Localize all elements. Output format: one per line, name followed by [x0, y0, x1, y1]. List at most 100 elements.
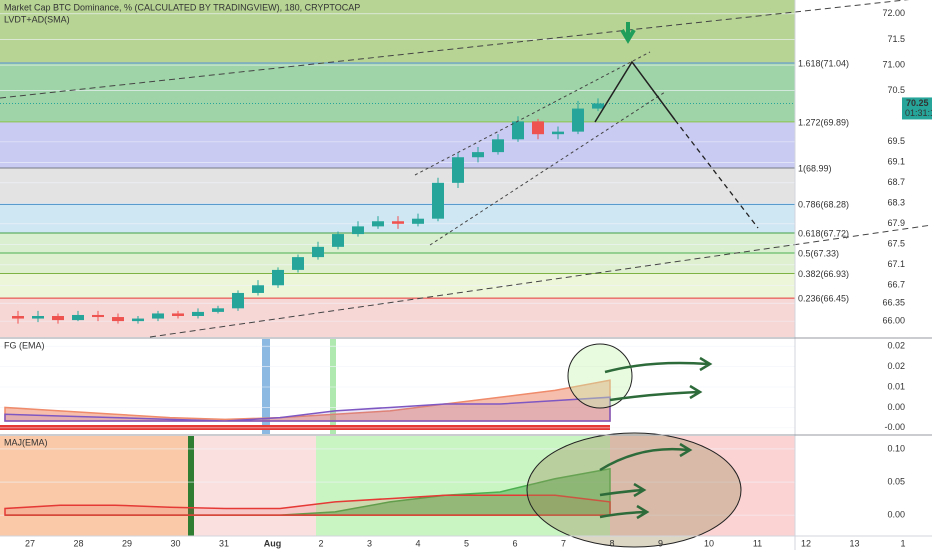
y-tick-label: -0.00 — [884, 422, 905, 432]
x-tick-label: 8 — [609, 538, 614, 548]
x-tick-label: 5 — [464, 538, 469, 548]
x-tick-label: 30 — [170, 538, 180, 548]
channel — [414, 51, 651, 176]
y-tick-label: 66.35 — [882, 298, 905, 308]
x-tick-label: 13 — [849, 538, 859, 548]
candle-body — [352, 226, 364, 235]
arrow-path — [594, 60, 676, 123]
chart-title: Market Cap BTC Dominance, % (CALCULATED … — [4, 2, 360, 12]
y-tick-label: 0.02 — [887, 361, 905, 371]
candle-body — [532, 121, 544, 135]
candle-body — [212, 308, 224, 312]
band — [0, 425, 610, 430]
y-tick-label: 0.10 — [887, 443, 905, 453]
candle-body — [192, 311, 204, 317]
price-tag — [902, 97, 932, 120]
fib-label: 0.382(66.93) — [798, 269, 849, 279]
candle-body — [372, 221, 384, 227]
fib-band — [0, 298, 795, 337]
fib-band — [0, 233, 795, 254]
x-tick-label: 7 — [561, 538, 566, 548]
trend-line — [0, 11, 796, 99]
y-tick-label: 66.7 — [887, 280, 905, 290]
fib-label: 1(68.99) — [798, 163, 832, 173]
y-tick-label: 72.00 — [882, 8, 905, 18]
zone — [0, 436, 192, 536]
y-tick-label: 71.00 — [882, 59, 905, 69]
y-tick-label: 66.00 — [882, 315, 905, 325]
fib-band — [0, 253, 795, 274]
y-tick-label: 67.1 — [887, 259, 905, 269]
fib-band — [0, 0, 795, 63]
fib-band — [0, 121, 795, 168]
x-tick-label: 6 — [512, 538, 517, 548]
indicator-label: LVDT+AD(SMA) — [4, 14, 70, 24]
fg-panel — [0, 339, 795, 434]
x-tick-label: 12 — [801, 538, 811, 548]
candle-body — [432, 182, 444, 219]
fib-label: 0.5(67.33) — [798, 248, 839, 258]
candle-body — [152, 313, 164, 319]
y-tick-label: 69.5 — [887, 136, 905, 146]
candle-body — [272, 269, 284, 286]
x-tick-label: 28 — [73, 538, 83, 548]
candle-body — [92, 314, 104, 318]
fib-label: 1.618(71.04) — [798, 58, 849, 68]
y-tick-label: 0.01 — [887, 381, 905, 391]
arrow — [599, 504, 650, 520]
panel-title: FG (EMA) — [4, 340, 45, 350]
channel — [429, 91, 666, 246]
candle-body — [332, 234, 344, 247]
y-tick-label: 67.5 — [887, 239, 905, 249]
candle-body — [412, 218, 424, 224]
series-area — [4, 396, 611, 422]
x-tick-label: 31 — [219, 538, 229, 548]
arrow — [604, 356, 713, 374]
x-tick-label: 1 — [900, 538, 905, 548]
candle-body — [52, 316, 64, 321]
series-area — [4, 379, 611, 422]
candle-body — [72, 314, 84, 321]
y-tick-label: 0.05 — [887, 476, 905, 486]
candle-body — [312, 246, 324, 258]
y-tick-label: 71.5 — [887, 34, 905, 44]
y-tick-label: 69.1 — [887, 157, 905, 167]
trend-line — [794, 0, 910, 13]
candle-body — [452, 157, 464, 183]
x-tick-label: 9 — [658, 538, 663, 548]
candle-body — [512, 121, 524, 140]
y-tick-label: 68.3 — [887, 198, 905, 208]
y-tick-label: 68.7 — [887, 177, 905, 187]
candle-body — [32, 316, 44, 319]
series-area — [4, 494, 611, 516]
arrow-path — [674, 119, 759, 229]
zone — [194, 436, 316, 536]
fib-label: 1.272(69.89) — [798, 117, 849, 127]
down-arrow — [620, 22, 636, 44]
trend-line — [149, 224, 932, 338]
candle-body — [552, 131, 564, 135]
candle-body — [132, 318, 144, 322]
arrow — [599, 442, 693, 472]
maj-panel — [0, 436, 795, 536]
arrow — [599, 482, 647, 498]
highlight-circle — [567, 343, 633, 409]
candle-body — [292, 257, 304, 270]
x-tick-label: 27 — [25, 538, 35, 548]
y-tick-label: 0.00 — [887, 402, 905, 412]
countdown: 01:31:10 — [905, 108, 932, 118]
zone — [188, 436, 194, 536]
x-tick-label: 29 — [122, 538, 132, 548]
fib-label: 0.236(66.45) — [798, 293, 849, 303]
candle-body — [12, 316, 24, 319]
fib-band — [0, 167, 795, 205]
main-panel: 1.618(71.04) 1.272(69.89) 1(68.99) 0.786(68… — [0, 0, 849, 337]
highlight — [330, 339, 336, 434]
fib-band — [0, 273, 795, 299]
x-tick-label: Aug — [264, 538, 282, 548]
candle-body — [572, 108, 584, 132]
y-tick-label: 67.9 — [887, 218, 905, 228]
panel-title: MAJ(EMA) — [4, 437, 48, 447]
